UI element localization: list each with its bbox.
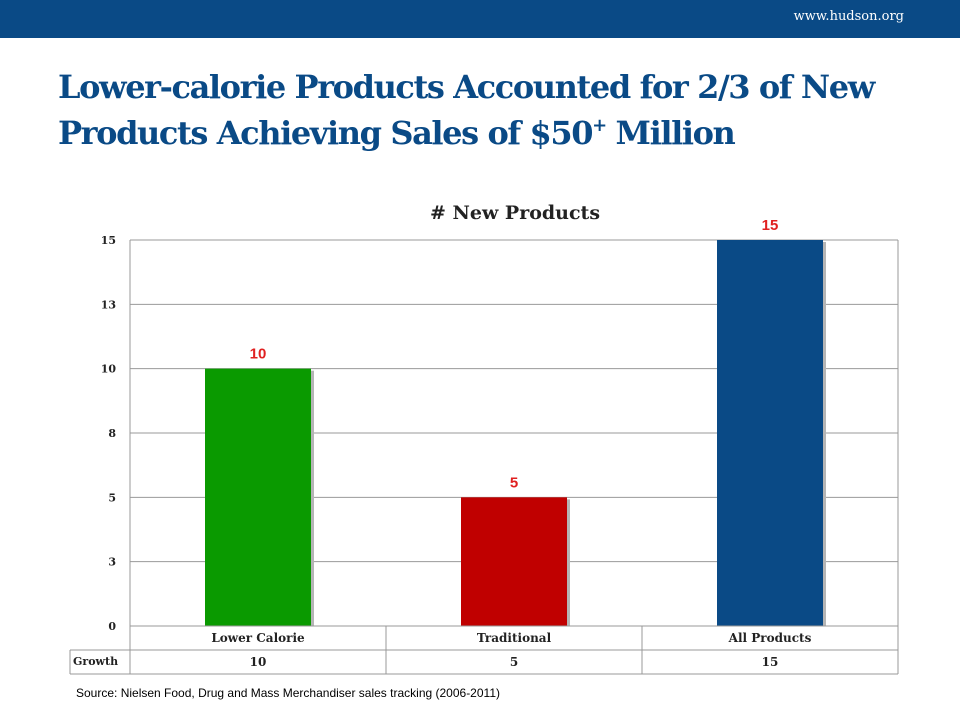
source-note: Source: Nielsen Food, Drug and Mass Merc…	[76, 686, 500, 700]
category-label: Lower Calorie	[211, 631, 305, 645]
category-label: All Products	[728, 631, 812, 645]
bar	[717, 240, 823, 626]
slide-title-main: Lower-calorie Products Accounted for 2/3…	[58, 68, 875, 152]
y-tick-label: 5	[108, 491, 116, 504]
table-value: 10	[250, 655, 267, 669]
y-tick-label: 0	[108, 620, 116, 633]
y-tick-label: 10	[101, 363, 117, 376]
category-label: Traditional	[477, 631, 552, 645]
bar	[461, 497, 567, 626]
y-tick-label: 15	[101, 234, 116, 247]
slide-title: Lower-calorie Products Accounted for 2/3…	[58, 64, 938, 156]
data-label: 5	[510, 474, 518, 491]
site-url: www.hudson.org	[793, 9, 904, 24]
y-tick-label: 13	[101, 298, 116, 311]
data-label: 15	[762, 217, 779, 234]
y-tick-label: 8	[108, 427, 116, 440]
slide-title-end: Million	[605, 114, 736, 152]
data-label: 10	[250, 346, 267, 363]
table-value: 15	[762, 655, 779, 669]
table-value: 5	[510, 655, 518, 669]
chart-title: # New Products	[430, 202, 600, 224]
header-bar: www.hudson.org	[0, 0, 960, 38]
y-tick-label: 3	[108, 556, 116, 569]
table-row-label: Growth	[73, 655, 118, 668]
slide-title-superscript: +	[592, 115, 607, 136]
bar	[205, 368, 311, 626]
